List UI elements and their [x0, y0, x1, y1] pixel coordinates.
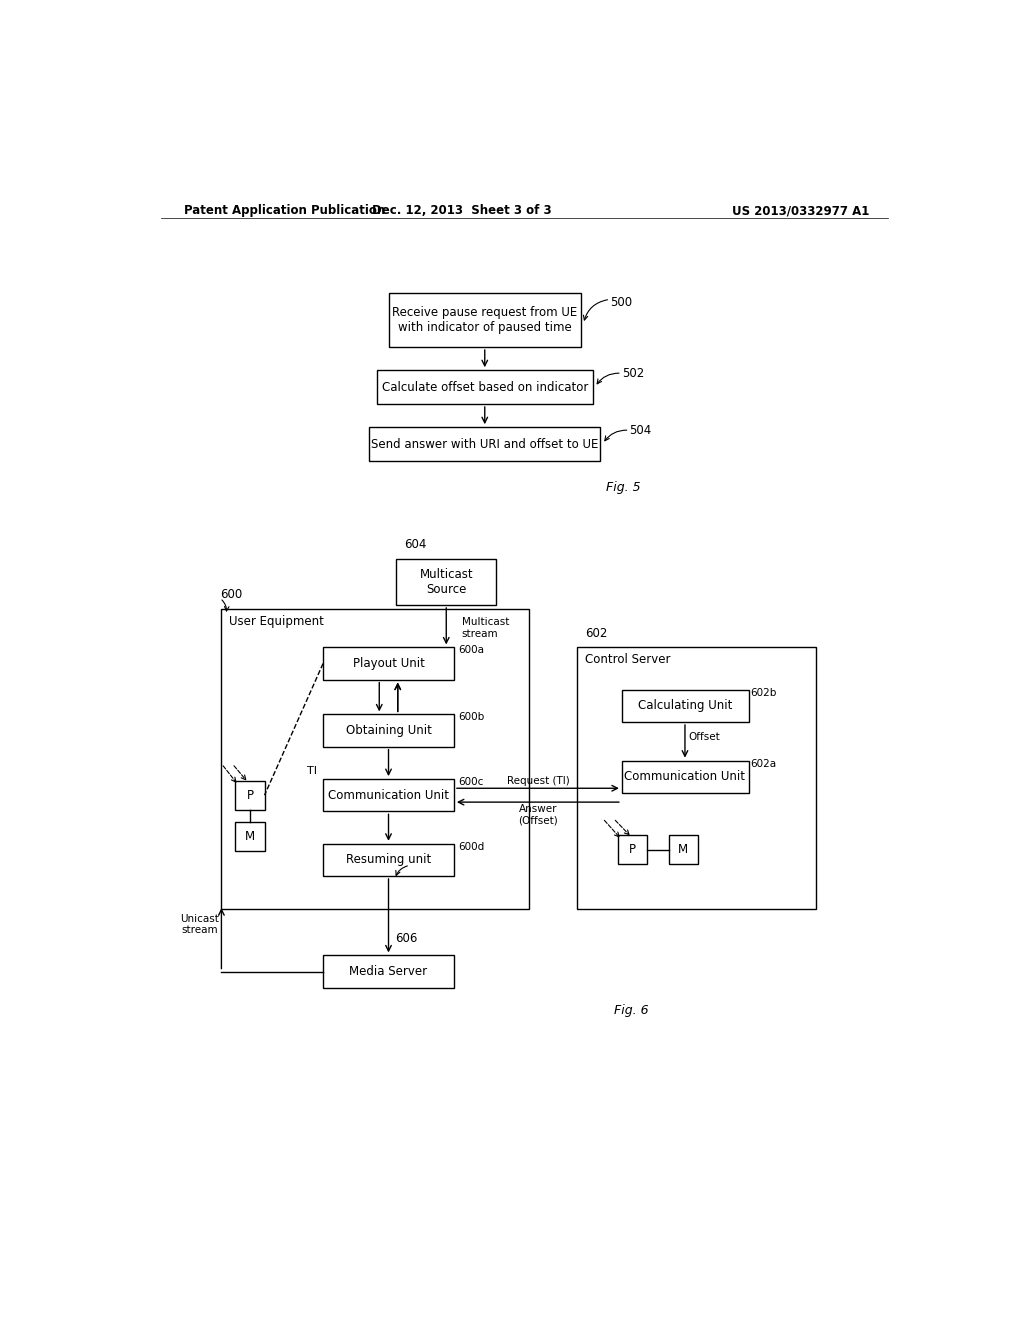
Text: Dec. 12, 2013  Sheet 3 of 3: Dec. 12, 2013 Sheet 3 of 3 [372, 205, 552, 218]
Bar [323, 843, 454, 876]
Text: M: M [678, 843, 688, 857]
Text: P: P [247, 788, 253, 801]
Text: Patent Application Publication: Patent Application Publication [184, 205, 386, 218]
Bar [323, 714, 454, 747]
Text: 600d: 600d [458, 842, 484, 851]
Text: 600: 600 [220, 589, 242, 602]
Text: Calculate offset based on indicator: Calculate offset based on indicator [382, 380, 588, 393]
Text: Control Server: Control Server [585, 653, 671, 667]
Text: Obtaining Unit: Obtaining Unit [345, 723, 431, 737]
Text: Multicast
Source: Multicast Source [420, 568, 473, 595]
Text: 602a: 602a [751, 759, 776, 768]
Bar [388, 293, 581, 347]
Text: Communication Unit: Communication Unit [625, 770, 745, 783]
Text: Fig. 5: Fig. 5 [606, 482, 641, 495]
Bar [396, 558, 497, 605]
Text: 606: 606 [394, 932, 417, 945]
Text: Answer
(Offset): Answer (Offset) [518, 804, 558, 825]
Text: 600b: 600b [458, 713, 484, 722]
Text: 604: 604 [403, 539, 426, 552]
Text: Resuming unit: Resuming unit [346, 853, 431, 866]
Text: Calculating Unit: Calculating Unit [638, 700, 732, 713]
Text: Unicast
stream: Unicast stream [180, 913, 219, 936]
Text: 502: 502 [622, 367, 644, 380]
Bar [622, 760, 749, 793]
Bar [622, 689, 749, 722]
Bar [221, 609, 529, 909]
Text: Send answer with URI and offset to UE: Send answer with URI and offset to UE [371, 437, 598, 450]
Text: 504: 504 [630, 424, 651, 437]
Bar [370, 428, 600, 461]
Text: 602b: 602b [751, 688, 777, 698]
Text: US 2013/0332977 A1: US 2013/0332977 A1 [732, 205, 869, 218]
Text: User Equipment: User Equipment [229, 615, 324, 628]
Bar [236, 780, 264, 810]
Bar [578, 647, 816, 909]
Text: Offset: Offset [689, 733, 721, 742]
Text: P: P [629, 843, 636, 857]
Text: 600a: 600a [458, 645, 483, 656]
Bar [323, 647, 454, 680]
Text: M: M [245, 830, 255, 843]
Text: Receive pause request from UE
with indicator of paused time: Receive pause request from UE with indic… [392, 306, 578, 334]
Text: 600c: 600c [458, 777, 483, 787]
Text: Media Server: Media Server [349, 965, 428, 978]
Text: Multicast
stream: Multicast stream [462, 618, 509, 639]
Text: Fig. 6: Fig. 6 [613, 1005, 648, 1018]
Text: 602: 602 [585, 627, 607, 640]
Text: Communication Unit: Communication Unit [328, 788, 449, 801]
Bar [617, 836, 647, 865]
Bar [323, 779, 454, 812]
Text: TI: TI [307, 767, 316, 776]
Text: 500: 500 [610, 296, 633, 309]
Bar [377, 370, 593, 404]
Bar [323, 956, 454, 987]
Text: Request (TI): Request (TI) [507, 776, 569, 785]
Bar [669, 836, 698, 865]
Bar [236, 822, 264, 851]
Text: Playout Unit: Playout Unit [352, 657, 424, 671]
